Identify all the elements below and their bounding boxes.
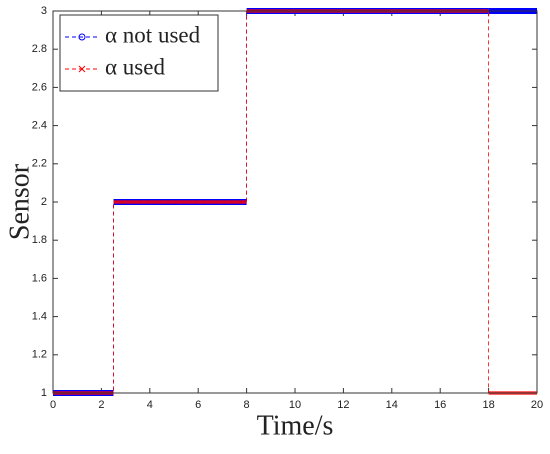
legend-marker <box>78 65 86 73</box>
y-tick-label: 1.6 <box>32 272 47 284</box>
x-tick-label: 6 <box>195 399 201 411</box>
x-tick-label: 16 <box>434 399 446 411</box>
x-axis-label: Time/s <box>257 410 334 441</box>
y-tick-label: 1.8 <box>32 234 47 246</box>
y-tick-label: 2.4 <box>32 120 47 132</box>
legend-label: α not used <box>105 22 201 47</box>
y-tick-label: 2.8 <box>32 43 47 55</box>
x-tick-label: 8 <box>244 399 250 411</box>
x-tick-label: 4 <box>147 399 153 411</box>
y-axis-label: Sensor <box>4 163 35 240</box>
x-tick-label: 20 <box>531 399 543 411</box>
x-tick-label: 2 <box>98 399 104 411</box>
y-tick-label: 1 <box>41 387 47 399</box>
x-tick-label: 14 <box>386 399 398 411</box>
y-tick-label: 3 <box>41 5 47 17</box>
x-tick-label: 0 <box>50 399 56 411</box>
y-tick-label: 1.2 <box>32 349 47 361</box>
legend-label: α used <box>105 54 165 79</box>
legend: α not used α used <box>59 14 219 92</box>
axes-box <box>52 10 538 394</box>
y-tick-label: 2.2 <box>32 158 47 170</box>
y-tick-label: 2 <box>41 196 47 208</box>
x-tick-label: 12 <box>337 399 349 411</box>
series-line <box>53 10 537 394</box>
legend-marker <box>78 33 86 41</box>
x-tick-label: 18 <box>482 399 494 411</box>
y-tick-label: 2.6 <box>32 81 47 93</box>
x-tick-label: 10 <box>289 399 301 411</box>
legend-box <box>59 14 219 92</box>
y-tick-label: 1.4 <box>32 311 47 323</box>
